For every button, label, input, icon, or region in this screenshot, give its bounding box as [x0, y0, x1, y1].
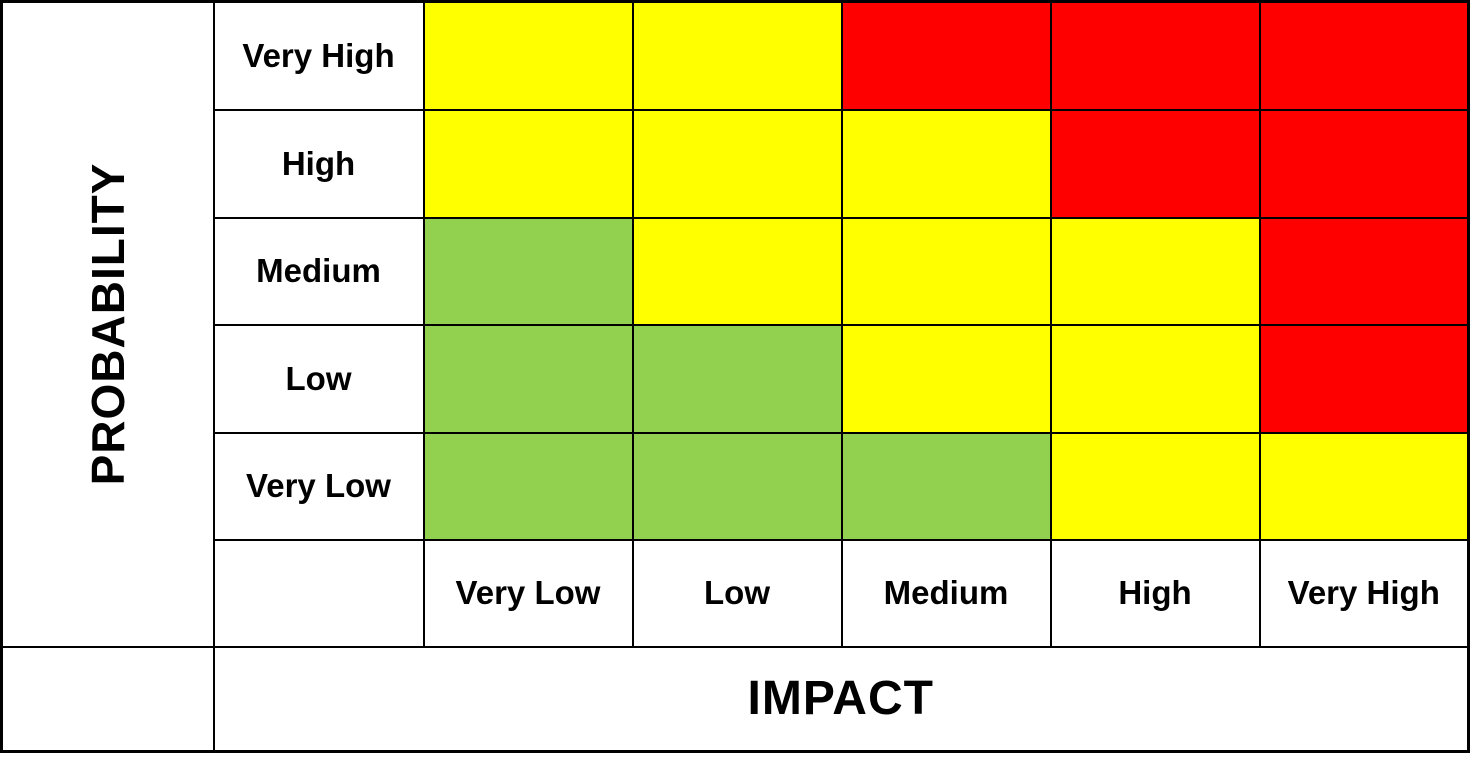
matrix-cell [1258, 323, 1470, 434]
matrix-cell [840, 216, 1052, 326]
col-label-very-high: Very High [1258, 538, 1470, 648]
matrix-cell [840, 323, 1052, 434]
matrix-cell [840, 108, 1052, 219]
matrix-cell [1258, 431, 1470, 541]
col-label-high: High [1049, 538, 1261, 648]
row-label-low: Low [212, 323, 425, 434]
matrix-cell [422, 0, 634, 111]
matrix-cell [1049, 216, 1261, 326]
matrix-cell [1258, 216, 1470, 326]
matrix-cell [1258, 108, 1470, 219]
col-label-low: Low [631, 538, 843, 648]
row-label-high: High [212, 108, 425, 219]
matrix-cell [631, 431, 843, 541]
matrix-cell [840, 431, 1052, 541]
matrix-cell [1049, 431, 1261, 541]
matrix-cell [840, 0, 1052, 111]
matrix-cell [1049, 108, 1261, 219]
impact-axis-label: IMPACT [212, 645, 1470, 753]
matrix-cell [422, 431, 634, 541]
matrix-cell [422, 108, 634, 219]
row-label-medium: Medium [212, 216, 425, 326]
axis-corner-empty-cell [212, 538, 425, 648]
matrix-cell [631, 323, 843, 434]
matrix-cell [1258, 0, 1470, 111]
row-label-very-low: Very Low [212, 431, 425, 541]
col-label-very-low: Very Low [422, 538, 634, 648]
risk-matrix-table: PROBABILITY Very High High Medium [0, 0, 1470, 753]
bottom-left-empty-cell [0, 645, 215, 753]
matrix-cell [631, 216, 843, 326]
matrix-cell [631, 0, 843, 111]
matrix-cell [422, 323, 634, 434]
matrix-cell [422, 216, 634, 326]
matrix-cell [1049, 323, 1261, 434]
matrix-cell [631, 108, 843, 219]
row-label-very-high: Very High [212, 0, 425, 111]
col-label-medium: Medium [840, 538, 1052, 648]
probability-axis-cell: PROBABILITY [0, 0, 215, 648]
probability-axis-label: PROBABILITY [81, 162, 134, 486]
matrix-cell [1049, 0, 1261, 111]
